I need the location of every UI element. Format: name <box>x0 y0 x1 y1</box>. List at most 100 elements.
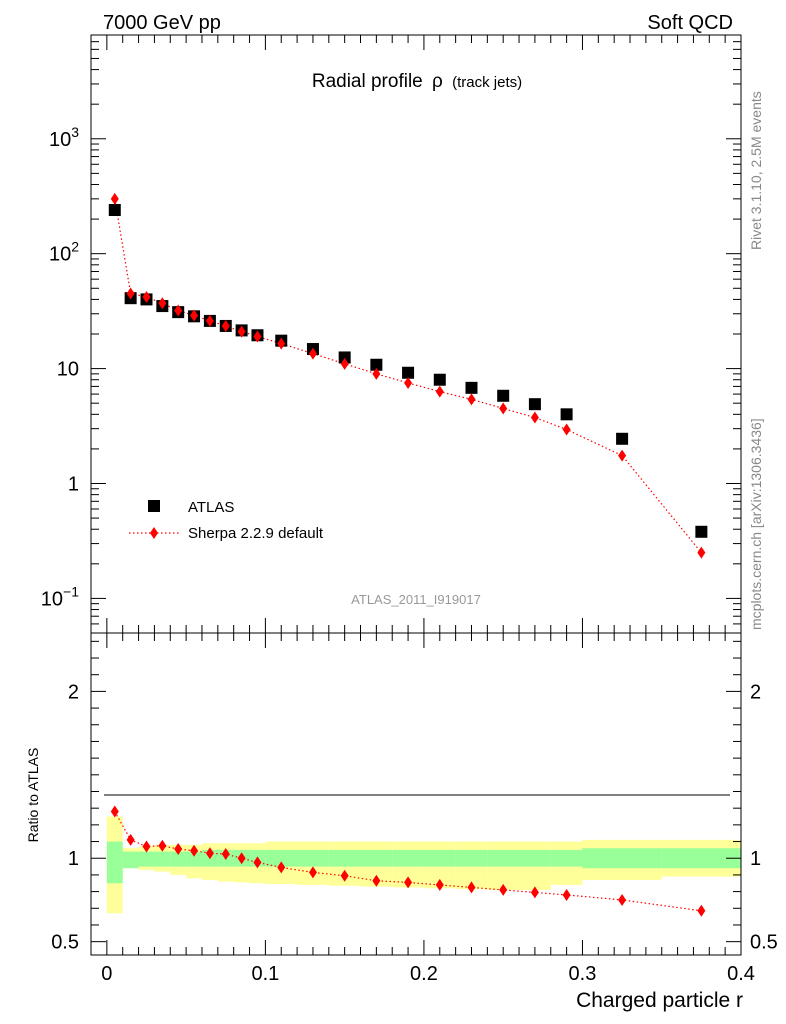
x-tick-label: 0.3 <box>569 963 597 985</box>
main-ytick-exponent: 3 <box>71 124 79 140</box>
legend-atlas-label: ATLAS <box>188 499 234 516</box>
sherpa-point <box>404 376 413 389</box>
ratio-ytick-label: 0.5 <box>51 932 79 954</box>
legend: ATLAS Sherpa 2.2.9 default <box>129 499 324 542</box>
x-tick-label: 0.1 <box>251 963 279 985</box>
atlas-point <box>497 389 510 402</box>
atlas-point <box>338 351 351 364</box>
ratio-sherpa-point <box>308 866 317 879</box>
ratio-band-inner <box>519 849 551 867</box>
ratio-sherpa-point <box>340 869 349 882</box>
x-tick-label: 0.4 <box>727 963 755 985</box>
ratio-sherpa-point <box>499 883 508 896</box>
x-tick-label: 0 <box>101 963 112 985</box>
ratio-band-inner <box>487 849 520 867</box>
sherpa-point <box>530 411 539 424</box>
main-ytick-label: 1 <box>68 474 79 496</box>
sherpa-point <box>110 192 119 205</box>
ratio-ytick-label-right: 0.5 <box>750 932 778 954</box>
header-left: 7000 GeV pp <box>103 12 221 34</box>
ratio-band-inner <box>328 849 361 867</box>
atlas-point <box>560 408 573 421</box>
sherpa-point <box>618 449 627 462</box>
sherpa-point <box>174 304 183 317</box>
sherpa-point <box>158 297 167 310</box>
ratio-sherpa-point <box>174 843 183 856</box>
ratio-sherpa-point <box>126 833 135 846</box>
main-ytick-label: 102 <box>49 239 79 266</box>
main-ytick-label: 103 <box>49 124 79 151</box>
ratio-band-inner <box>423 849 456 867</box>
atlas-point <box>465 381 478 394</box>
ratio-band-inner <box>455 849 488 867</box>
ratio-ytick-label: 1 <box>68 848 79 870</box>
atlas-point <box>616 432 629 445</box>
sherpa-point <box>221 319 230 332</box>
ratio-sherpa-point <box>110 805 119 818</box>
ratio-band-inner <box>661 848 741 869</box>
x-axis-label: Charged particle r <box>576 989 743 1012</box>
main-ytick-mantissa: 10 <box>49 129 71 151</box>
ratio-sherpa-point <box>253 856 262 869</box>
ratio-sherpa-point <box>158 839 167 852</box>
sherpa-point <box>499 402 508 415</box>
ratio-sherpa-point <box>404 876 413 889</box>
ratio-sherpa-point <box>435 878 444 891</box>
ratio-sherpa-point <box>562 888 571 901</box>
main-subtitle: (track jets) <box>452 74 522 91</box>
sherpa-point <box>237 325 246 338</box>
sherpa-point <box>697 546 706 559</box>
sherpa-point <box>372 367 381 380</box>
analysis-id: ATLAS_2011_I919017 <box>351 592 481 607</box>
ratio-band-inner <box>138 851 155 867</box>
ratio-sherpa-point <box>372 874 381 887</box>
main-ytick-mantissa: 10 <box>49 244 71 266</box>
ratio-band-inner <box>297 849 329 867</box>
sherpa-point <box>126 287 135 300</box>
main-title-symbol: ρ <box>432 71 443 92</box>
ratio-sherpa-point <box>142 840 151 853</box>
ratio-band-inner <box>550 849 583 867</box>
ratio-sherpa-point <box>467 881 476 894</box>
ratio-sherpa-point <box>237 852 246 865</box>
ratio-band-inner <box>122 851 139 869</box>
sherpa-point <box>467 393 476 406</box>
legend-atlas-marker <box>148 500 160 512</box>
sherpa-point <box>142 290 151 303</box>
main-ytick-mantissa: 1 <box>68 474 79 496</box>
sherpa-point <box>277 337 286 350</box>
sherpa-point <box>340 357 349 370</box>
sherpa-point <box>253 330 262 343</box>
atlas-point <box>528 398 541 411</box>
ratio-sherpa-point <box>277 861 286 874</box>
ratio-panel-frame <box>90 632 742 956</box>
sherpa-point <box>205 314 214 327</box>
atlas-point <box>433 373 446 386</box>
ratio-ytick-label-right: 2 <box>750 681 761 703</box>
atlas-point <box>370 358 383 371</box>
atlas-point <box>695 525 708 538</box>
ratio-band-inner <box>360 849 393 867</box>
ratio-ytick-label: 2 <box>68 681 79 703</box>
main-ytick-exponent: −1 <box>63 583 79 599</box>
main-ytick-mantissa: 10 <box>57 359 79 381</box>
sherpa-point <box>190 309 199 322</box>
ratio-sherpa-point <box>530 886 539 899</box>
main-title: Radial profile ρ (track jets) <box>312 71 522 92</box>
sherpa-point <box>562 423 571 436</box>
main-ytick-label: 10 <box>57 359 79 381</box>
ratio-band-inner <box>170 851 187 867</box>
ratio-panel: 0 0.1 0.2 0.3 0.4 0.5 0.51 12 2 Ratio to ATLAS … <box>25 632 778 1012</box>
ratio-ytick-label-right: 1 <box>750 848 761 870</box>
ratio-sherpa-point <box>190 844 199 857</box>
legend-sherpa-marker <box>150 527 158 539</box>
main-title-text: Radial profile <box>312 71 423 92</box>
main-ytick-label: 10−1 <box>41 583 79 610</box>
main-ytick-exponent: 2 <box>71 239 79 255</box>
sherpa-point <box>435 385 444 398</box>
ratio-sherpa-point <box>618 893 627 906</box>
ratio-band-inner <box>154 851 171 867</box>
ratio-sherpa-point <box>205 847 214 860</box>
ratio-band-inner <box>106 841 123 884</box>
